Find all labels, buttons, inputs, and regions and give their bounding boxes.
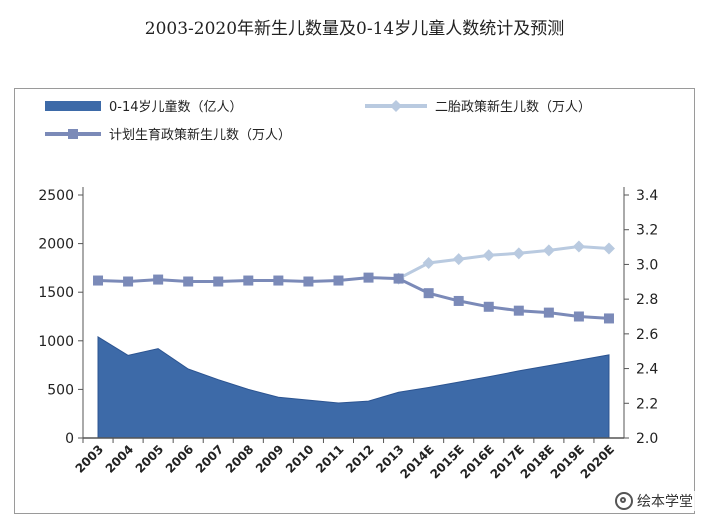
point-family-planning — [573, 311, 584, 322]
point-family-planning — [453, 295, 464, 306]
point-second-child — [602, 242, 615, 255]
point-family-planning — [423, 288, 434, 299]
wechat-icon — [615, 492, 633, 510]
point-family-planning — [153, 274, 164, 285]
right-tick-label: 3.4 — [636, 188, 658, 204]
x-tick-label: 2010 — [283, 442, 317, 476]
point-family-planning — [363, 272, 374, 283]
point-family-planning — [273, 275, 284, 286]
left-tick-label: 2500 — [38, 188, 74, 204]
legend-label-plan: 计划生育政策新生儿数（万人） — [109, 127, 291, 143]
legend-label-area: 0-14岁儿童数（亿人） — [109, 99, 243, 115]
point-second-child — [482, 249, 495, 262]
right-tick-label: 2.6 — [636, 327, 658, 343]
x-tick-label: 2020E — [578, 442, 617, 481]
right-tick-label: 2.4 — [636, 362, 658, 378]
right-tick-label: 3.2 — [636, 223, 658, 239]
page-title: 2003-2020年新生儿数量及0-14岁儿童人数统计及预测 — [144, 19, 565, 39]
right-tick-label: 2.8 — [636, 292, 658, 308]
legend-marker-plan — [68, 129, 78, 139]
point-family-planning — [123, 276, 134, 287]
point-second-child — [512, 247, 525, 260]
x-tick-label: 2008 — [223, 442, 257, 476]
x-tick-label: 2006 — [163, 442, 197, 476]
x-tick-label: 2005 — [133, 442, 167, 476]
watermark: 绘本学堂 — [613, 491, 695, 511]
chart-frame: 0-14岁儿童数（亿人） 二胎政策新生儿数（万人） 计划生育政策新生儿数（万人） 0 5… — [14, 88, 695, 514]
right-tick-label: 2.0 — [636, 431, 658, 447]
point-family-planning — [333, 275, 344, 286]
x-tick-label: 2009 — [253, 442, 287, 476]
legend-label-second: 二胎政策新生儿数（万人） — [435, 99, 591, 115]
left-tick-label: 0 — [65, 431, 74, 447]
series-line-family-planning — [97, 276, 610, 320]
left-tick-label: 1000 — [38, 334, 74, 350]
point-family-planning — [243, 275, 254, 286]
x-tick-label: 2007 — [193, 442, 227, 476]
point-second-child — [422, 257, 435, 270]
point-family-planning — [483, 301, 494, 312]
watermark-text: 绘本学堂 — [637, 494, 693, 510]
x-tick-label: 2003 — [73, 442, 107, 476]
x-tick-label: 2004 — [103, 442, 137, 476]
x-tick-label: 2012 — [343, 442, 377, 476]
right-tick-label: 2.2 — [636, 396, 658, 412]
x-tick-label: 2011 — [313, 442, 347, 476]
point-family-planning — [393, 273, 404, 284]
point-second-child — [452, 253, 465, 266]
point-family-planning — [543, 307, 554, 318]
point-second-child — [542, 244, 555, 257]
series-area-children — [97, 336, 610, 439]
chart: 0-14岁儿童数（亿人） 二胎政策新生儿数（万人） 计划生育政策新生儿数（万人） 0 5… — [38, 99, 658, 482]
left-tick-label: 500 — [47, 382, 74, 398]
left-tick-label: 2000 — [38, 237, 74, 253]
legend: 0-14岁儿童数（亿人） 二胎政策新生儿数（万人） 计划生育政策新生儿数（万人） — [45, 99, 591, 143]
point-family-planning — [93, 275, 104, 286]
point-family-planning — [303, 276, 314, 287]
point-family-planning — [213, 276, 224, 287]
point-family-planning — [513, 305, 524, 316]
point-second-child — [572, 240, 585, 253]
legend-marker-second — [390, 100, 402, 112]
point-family-planning — [183, 276, 194, 287]
right-tick-label: 3.0 — [636, 257, 658, 273]
left-tick-label: 1500 — [38, 285, 74, 301]
point-family-planning — [603, 313, 614, 324]
legend-swatch-area — [45, 101, 101, 111]
